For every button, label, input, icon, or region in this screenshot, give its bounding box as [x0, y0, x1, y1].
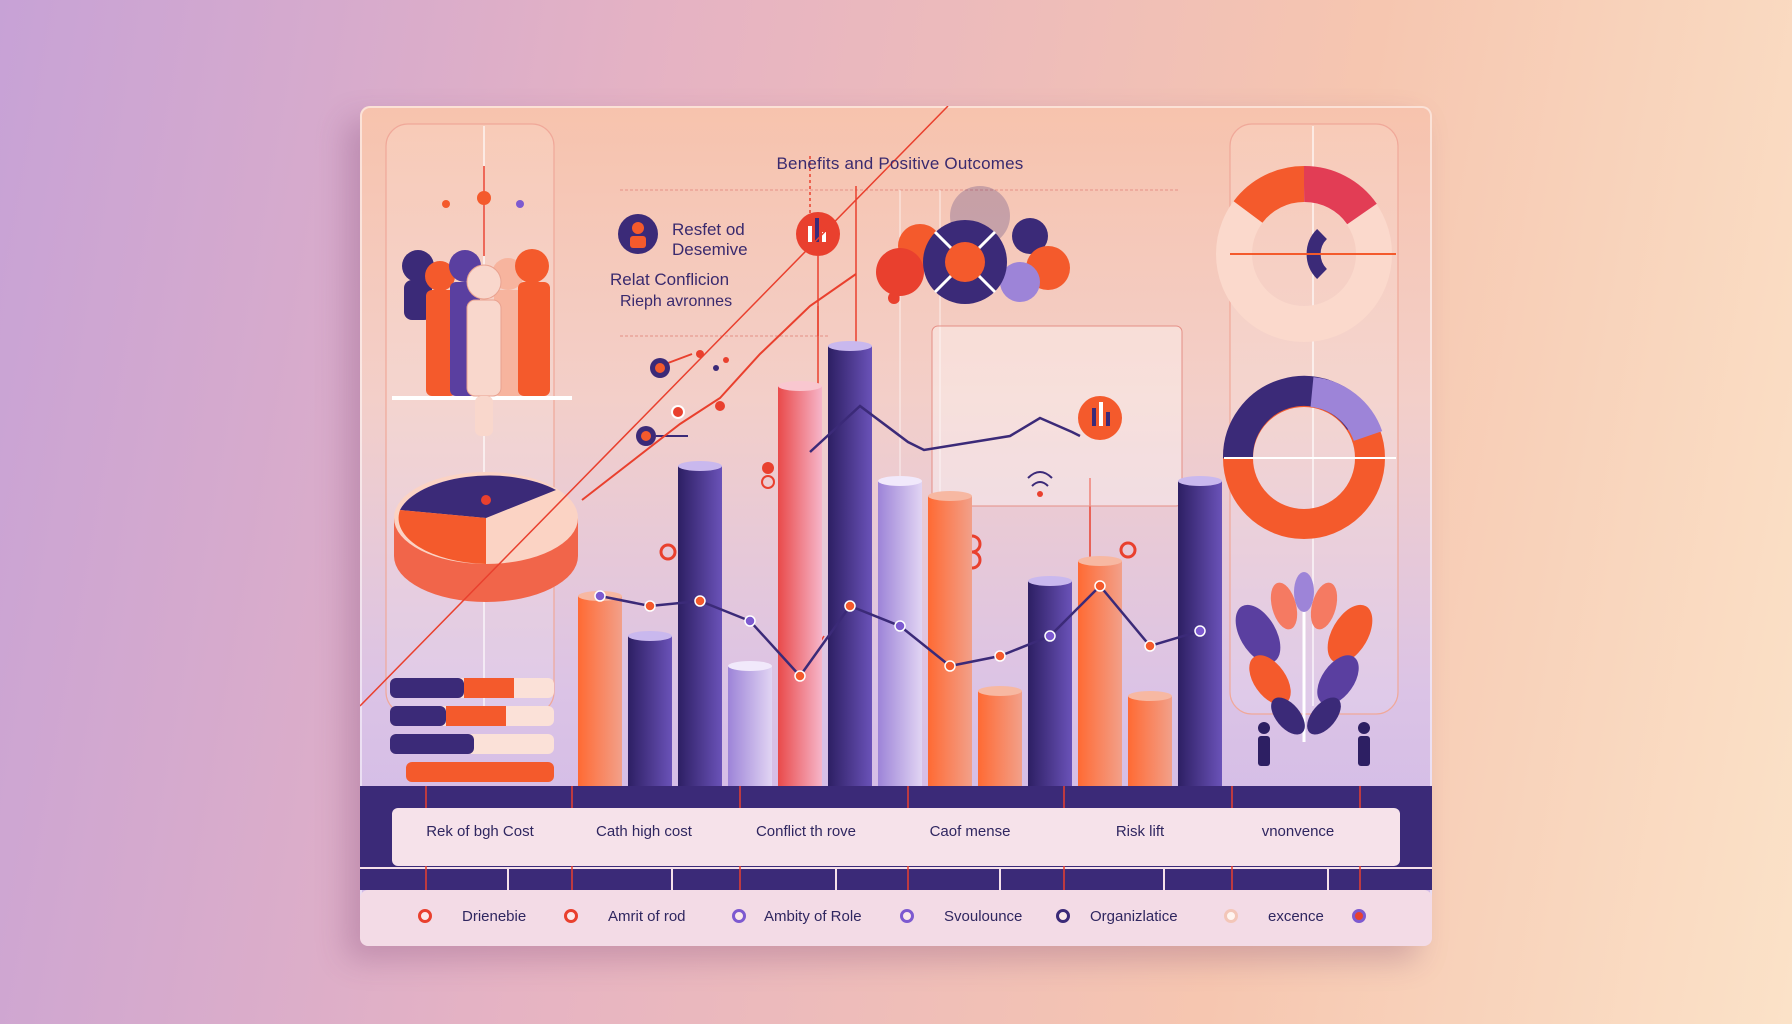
- bar-5: [778, 386, 822, 786]
- footer-dot-3: [732, 909, 746, 923]
- footer-label-2: Amrit of rod: [608, 907, 686, 925]
- line-point-5: [794, 670, 806, 682]
- footer-dot-5: [1056, 909, 1070, 923]
- footer-dot-7: [1352, 909, 1366, 923]
- chart-title: Benefits and Positive Outcomes: [776, 154, 1024, 173]
- footer-item-1: Drienebie: [418, 904, 526, 928]
- category-label-2: Cath high cost: [596, 823, 692, 840]
- trend-line: [581, 273, 1206, 682]
- bar-7: [878, 481, 922, 786]
- bar-1: [578, 596, 622, 786]
- line-point-3: [694, 595, 706, 607]
- bar-4: [728, 666, 772, 786]
- secondary-line: [809, 404, 1081, 453]
- bar-chart: [578, 341, 1222, 786]
- pie-chart-icon: [394, 472, 578, 602]
- people-group-icon: [392, 166, 572, 436]
- line-point-7: [894, 620, 906, 632]
- bar-cap-12: [1128, 691, 1172, 701]
- bar-cap-5: [778, 381, 822, 391]
- footer-label-1: Drienebie: [462, 907, 527, 925]
- donut-chart-bottom-icon: [1222, 375, 1396, 539]
- horizontal-bars-icon: [390, 678, 554, 782]
- line-point-12: [1144, 640, 1156, 652]
- category-label-3: Conflict th rove: [755, 823, 857, 840]
- line-point-8: [944, 660, 956, 672]
- bar-cap-11: [1078, 556, 1122, 566]
- bar-3: [678, 466, 722, 786]
- footer-item-6: excence: [1224, 904, 1324, 928]
- bar-cap-13: [1178, 476, 1222, 486]
- person-icon: [1258, 722, 1370, 766]
- bar-9: [978, 691, 1022, 786]
- category-label-6: vnonvence: [1261, 823, 1335, 840]
- plant-icon: [1235, 572, 1373, 742]
- bar-10: [1028, 581, 1072, 786]
- infographic-board: Benefits and Positive Outcomes Resfet od…: [360, 106, 1432, 946]
- footer-strip: [360, 890, 1432, 946]
- footer-dot-4: [900, 909, 914, 923]
- bar-8: [928, 496, 972, 786]
- bar-cap-7: [878, 476, 922, 486]
- cloud-target-icon: [876, 186, 1070, 304]
- footer-label-4: Svoulounce: [944, 907, 1023, 925]
- donut-chart-top-icon: [1216, 165, 1396, 342]
- line-point-10: [1044, 630, 1056, 642]
- category-label-4: Caof mense: [929, 823, 1011, 840]
- line-point-11: [1094, 580, 1106, 592]
- bar-cap-2: [628, 631, 672, 641]
- bar-cap-4: [728, 661, 772, 671]
- line-point-6: [844, 600, 856, 612]
- footer-label-5: Organizlatice: [1090, 907, 1178, 925]
- footer-item-4: Svoulounce: [900, 904, 1022, 928]
- category-label-1: Rek of bgh Cost: [426, 823, 534, 840]
- legend-line-3: Relat Conflicion: [610, 270, 730, 289]
- line-point-4: [744, 615, 756, 627]
- category-band: [392, 808, 1400, 866]
- legend-line-1: Resfet od: [672, 220, 745, 239]
- footer-item-5: Organizlatice: [1056, 904, 1178, 928]
- footer-item-7: [1352, 904, 1366, 928]
- bar-cap-10: [1028, 576, 1072, 586]
- bar-cap-8: [928, 491, 972, 501]
- bar-6: [828, 346, 872, 786]
- bar-cap-9: [978, 686, 1022, 696]
- footer-dot-6: [1224, 909, 1238, 923]
- footer-label-3: Ambity of Role: [764, 907, 862, 925]
- category-label-5: Risk lift: [1115, 823, 1165, 840]
- footer-label-6: excence: [1268, 907, 1324, 925]
- line-point-2: [644, 600, 656, 612]
- bar-12: [1128, 696, 1172, 786]
- line-point-13: [1194, 625, 1206, 637]
- line-point-9: [994, 650, 1006, 662]
- bar-cap-6: [828, 341, 872, 351]
- accent-line: [581, 273, 857, 501]
- legend-line-4: Rieph avronnes: [620, 293, 733, 310]
- line-point-1: [594, 590, 606, 602]
- footer-dot-1: [418, 909, 432, 923]
- info-card: [931, 325, 1183, 507]
- person-badge-icon: [618, 214, 658, 254]
- left-panel: [385, 123, 555, 715]
- footer-item-3: Ambity of Role: [732, 904, 862, 928]
- bar-11: [1078, 561, 1122, 786]
- legend-line-2: Desemive: [672, 240, 748, 259]
- bar-2: [628, 636, 672, 786]
- bar-cap-3: [678, 461, 722, 471]
- footer-dot-2: [564, 909, 578, 923]
- footer-item-2: Amrit of rod: [564, 904, 686, 928]
- board-graphics: [360, 106, 1432, 946]
